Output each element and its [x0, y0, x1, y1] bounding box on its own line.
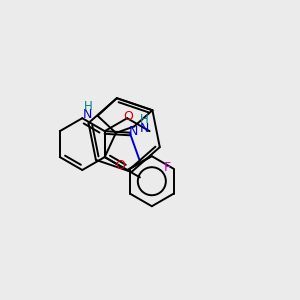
Text: O: O [115, 158, 125, 172]
Text: O: O [124, 110, 134, 123]
Text: H: H [140, 113, 148, 127]
Text: N: N [129, 125, 139, 138]
Text: N: N [83, 108, 92, 121]
Text: F: F [164, 161, 171, 174]
Text: H: H [84, 100, 92, 113]
Text: N: N [140, 122, 149, 135]
